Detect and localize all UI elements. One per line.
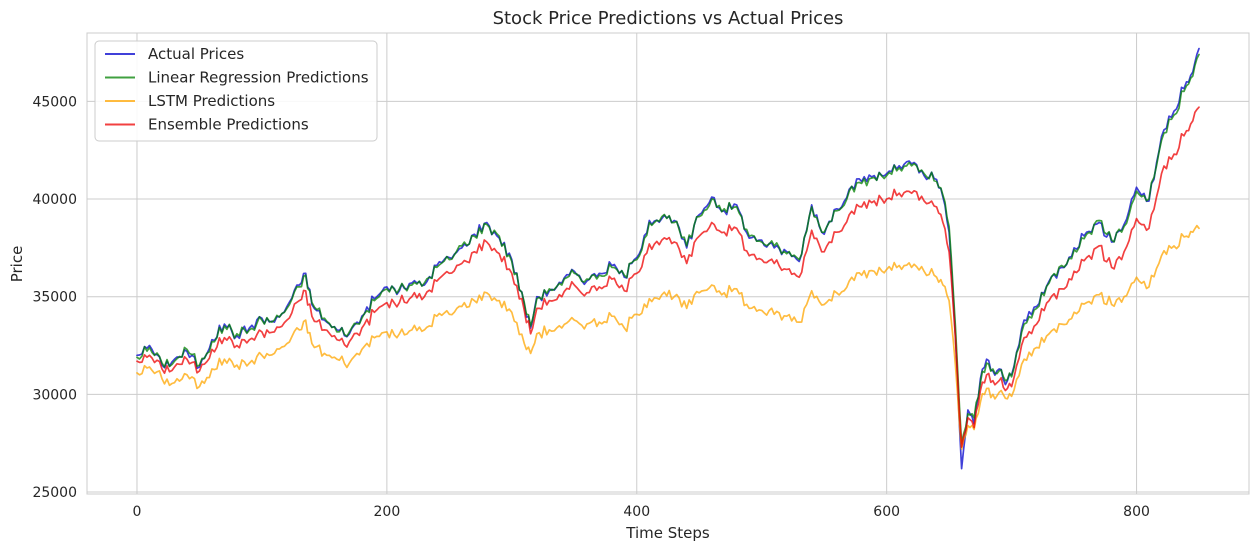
legend-label: Ensemble Predictions (148, 116, 309, 134)
y-tick-label: 40000 (32, 192, 77, 208)
y-axis-title: Price (8, 246, 26, 283)
y-tick-labels: 25000 30000 35000 40000 45000 (32, 94, 77, 501)
series-line (136, 106, 1200, 448)
legend-label: Linear Regression Predictions (148, 69, 369, 87)
series-group (136, 47, 1200, 470)
x-tick-label: 0 (133, 504, 142, 520)
legend-label: LSTM Predictions (148, 92, 275, 110)
x-tick-label: 600 (873, 504, 900, 520)
x-tick-label: 400 (623, 504, 650, 520)
series-line (136, 53, 1200, 445)
plot-frame (86, 32, 1250, 495)
y-tick-label: 35000 (32, 290, 77, 306)
legend-label: Actual Prices (148, 45, 244, 63)
x-tick-label: 200 (374, 504, 401, 520)
chart-title: Stock Price Predictions vs Actual Prices (493, 8, 844, 29)
y-tick-label: 45000 (32, 94, 77, 110)
legend: Actual Prices Linear Regression Predictio… (94, 40, 378, 142)
legend-box (94, 40, 378, 142)
y-tick-label: 25000 (32, 485, 77, 501)
x-tick-label: 800 (1123, 504, 1150, 520)
x-axis-title: Time Steps (625, 524, 710, 542)
x-tick-labels: 0 200 400 600 800 (133, 504, 1150, 520)
series-line (136, 224, 1200, 450)
y-tick-label: 30000 (32, 387, 77, 403)
